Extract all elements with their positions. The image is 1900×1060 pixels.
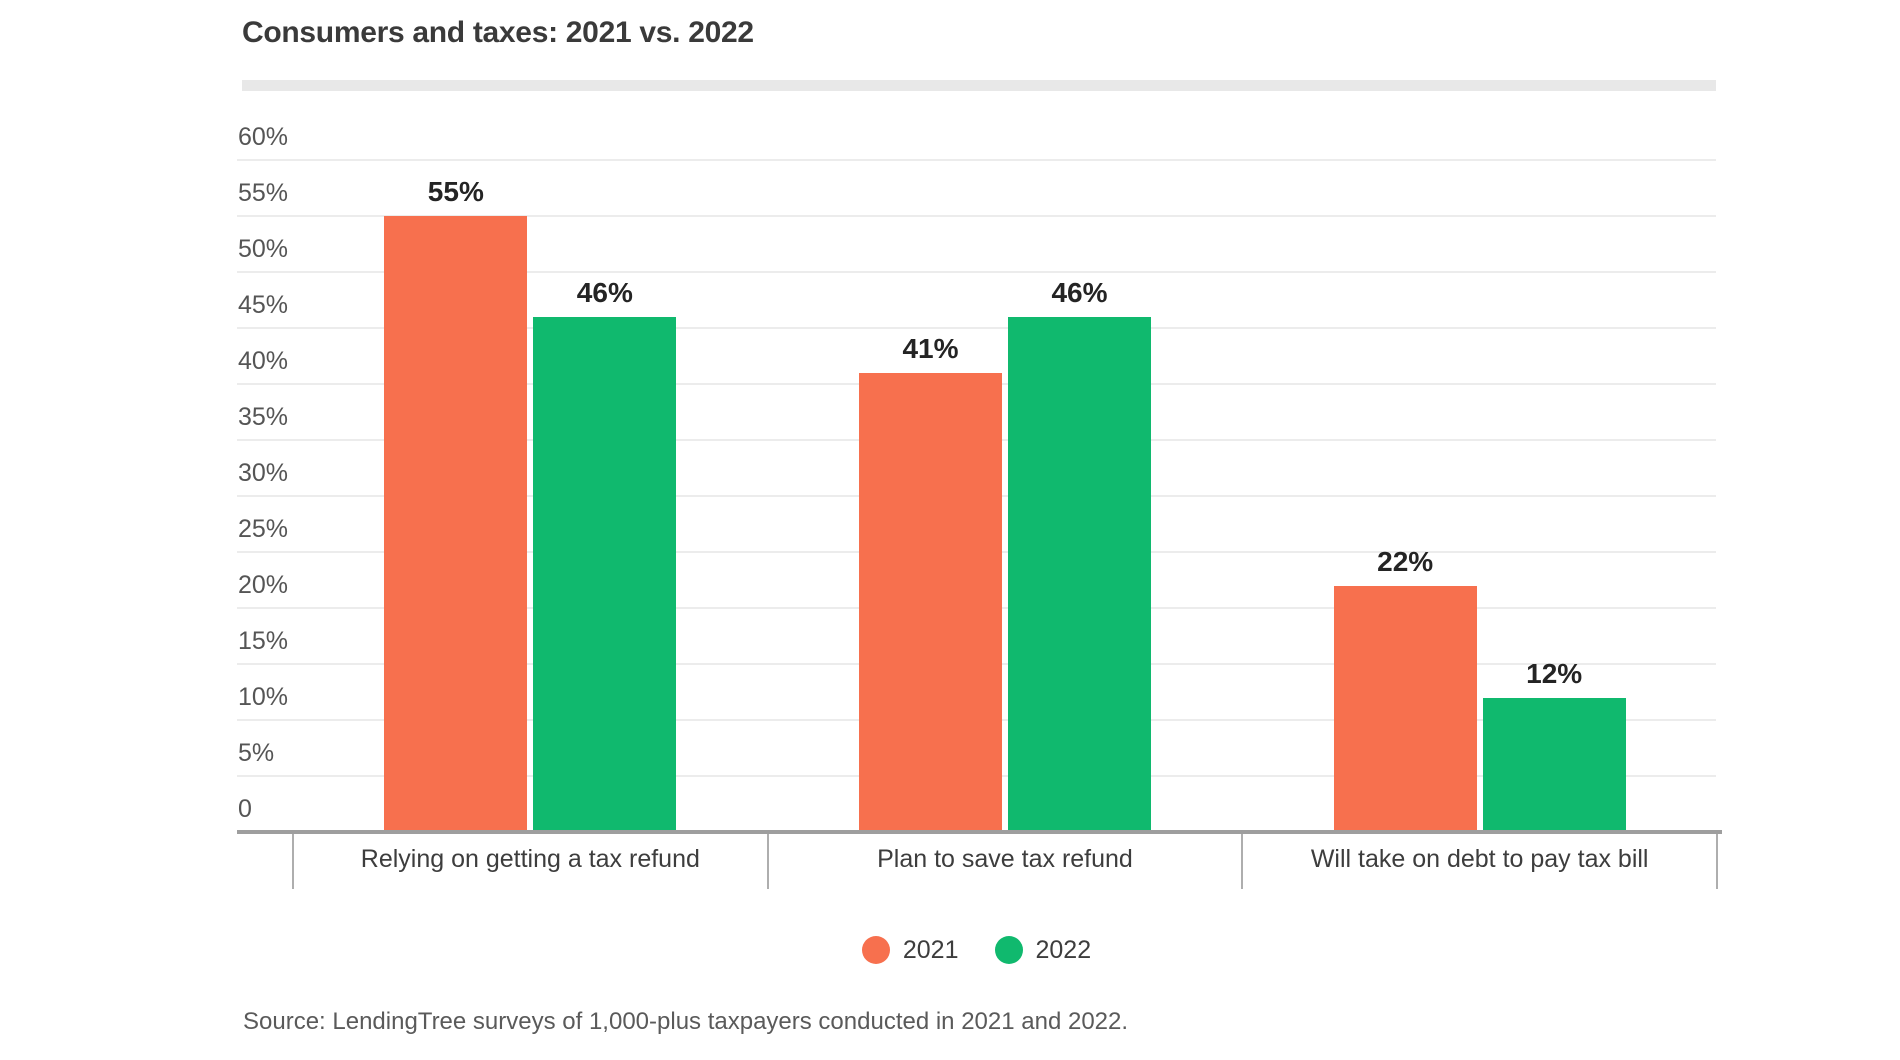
gridline-50pct xyxy=(237,271,1716,273)
y-axis-label-10: 10% xyxy=(238,683,289,711)
x-axis-category-label-2: Plan to save tax refund xyxy=(877,845,1133,873)
y-axis-label-35: 35% xyxy=(238,403,289,431)
y-axis-label-20: 20% xyxy=(238,571,289,599)
legend-dot-2022 xyxy=(994,936,1023,964)
x-axis-category-label-1: Relying on getting a tax refund xyxy=(360,845,700,873)
legend-item-2022: 2022 xyxy=(994,935,1092,965)
legend-dot-2021 xyxy=(861,936,890,964)
bar-value-2021-category-1: 55% xyxy=(427,176,484,207)
bar-value-2021-category-2: 41% xyxy=(902,332,959,364)
chart-title: Consumers and taxes: 2021 vs. 2022 xyxy=(242,16,754,49)
y-axis-label-60: 60% xyxy=(238,123,289,151)
y-axis-label-30: 30% xyxy=(238,459,289,487)
title-underline-bar xyxy=(242,80,1716,91)
legend-label-2021: 2021 xyxy=(902,935,959,964)
y-axis-label-55: 55% xyxy=(238,179,289,207)
y-axis-label-40: 40% xyxy=(238,347,289,375)
source-note: Source: LendingTree surveys of 1,000-plu… xyxy=(243,1008,1129,1035)
y-axis-label-5: 5% xyxy=(238,739,275,767)
x-axis-tick-2 xyxy=(766,834,769,889)
chart-legend: 2021 2022 xyxy=(237,928,1716,972)
gridline-60pct xyxy=(237,159,1716,161)
y-axis-label-0: 0 xyxy=(238,795,252,823)
gridline-45pct xyxy=(237,327,1716,329)
bar-value-2022-category-1: 46% xyxy=(576,276,633,308)
bar-2021-category-3 xyxy=(1333,585,1477,832)
y-axis-label-45: 45% xyxy=(238,291,289,319)
legend-label-2022: 2022 xyxy=(1035,935,1092,964)
bar-2022-category-1 xyxy=(533,316,677,832)
bar-2021-category-1 xyxy=(384,216,528,832)
x-axis-tick-1 xyxy=(292,834,294,889)
bar-value-2022-category-3: 12% xyxy=(1526,657,1583,689)
x-axis-tick-3 xyxy=(1241,834,1244,889)
bar-2022-category-3 xyxy=(1482,697,1626,832)
x-axis-tick-4 xyxy=(1716,834,1718,889)
gridline-55pct xyxy=(237,215,1716,217)
x-axis-category-label-3: Will take on debt to pay tax bill xyxy=(1310,845,1649,873)
bar-value-2022-category-2: 46% xyxy=(1051,276,1108,308)
bar-2022-category-2 xyxy=(1008,316,1151,832)
bar-2021-category-2 xyxy=(859,372,1002,832)
y-axis-label-25: 25% xyxy=(238,515,289,543)
bar-value-2021-category-3: 22% xyxy=(1377,545,1434,577)
legend-item-2021: 2021 xyxy=(861,935,959,965)
x-axis-line xyxy=(237,830,1722,834)
y-axis-label-50: 50% xyxy=(238,235,289,263)
y-axis-label-15: 15% xyxy=(238,627,289,655)
